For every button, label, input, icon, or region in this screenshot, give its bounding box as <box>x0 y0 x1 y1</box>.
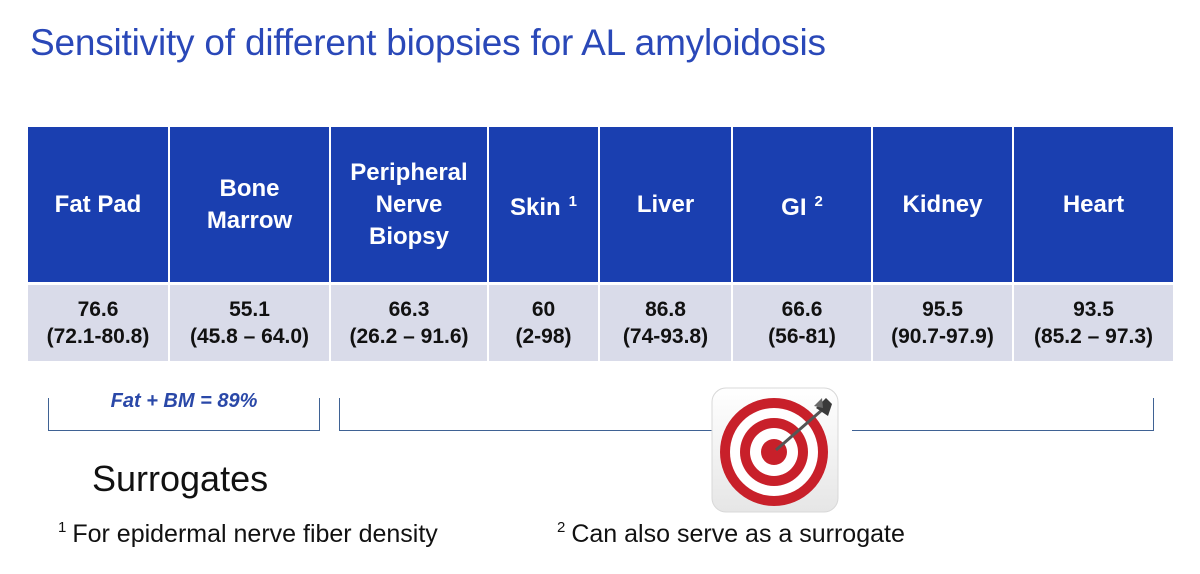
value-cell: 76.6 (72.1-80.8) <box>28 282 170 361</box>
footnote-mark-2: 2 <box>814 192 823 210</box>
header-cell-peripheral-nerve: Peripheral Nerve Biopsy <box>330 127 489 284</box>
header-cell-bone-marrow: Bone Marrow <box>169 127 331 284</box>
footnote-1: 1 For epidermal nerve fiber density <box>58 519 438 548</box>
biopsy-sensitivity-table: Fat Pad Bone Marrow Peripheral Nerve Bio… <box>28 127 1173 361</box>
fat-bm-combined-label: Fat + BM = 89% <box>110 390 258 412</box>
header-cell-liver: Liver <box>599 127 733 284</box>
footnote-mark-1: 1 <box>568 192 578 210</box>
value-cell: 95.5 (90.7-97.9) <box>872 282 1014 361</box>
value-cell: 66.3 (26.2 – 91.6) <box>330 282 489 361</box>
value-cell: 93.5 (85.2 – 97.3) <box>1013 282 1173 361</box>
target-dartboard-icon <box>711 387 839 513</box>
value-cell: 66.6 (56-81) <box>732 282 873 361</box>
value-cell: 86.8 (74-93.8) <box>599 282 733 361</box>
surrogates-bracket <box>48 398 320 431</box>
header-row: Fat Pad Bone Marrow Peripheral Nerve Bio… <box>28 127 1173 284</box>
footnote-2: 2 Can also serve as a surrogate <box>557 519 905 548</box>
header-cell-kidney: Kidney <box>872 127 1014 284</box>
value-row: 76.6 (72.1-80.8) 55.1 (45.8 – 64.0) 66.3 (2… <box>28 282 1173 361</box>
surrogates-label: Surrogates <box>92 458 269 499</box>
value-cell: 60 (2-98) <box>488 282 600 361</box>
target-organs-bracket-right <box>852 398 1154 431</box>
header-cell-gi: GI 2 <box>732 127 873 284</box>
value-cell: 55.1 (45.8 – 64.0) <box>169 282 331 361</box>
slide-title: Sensitivity of different biopsies for AL… <box>30 22 826 63</box>
header-cell-skin: Skin 1 <box>488 127 600 284</box>
header-cell-fat-pad: Fat Pad <box>28 127 170 284</box>
target-organs-bracket-left <box>339 398 724 431</box>
header-cell-heart: Heart <box>1013 127 1173 284</box>
